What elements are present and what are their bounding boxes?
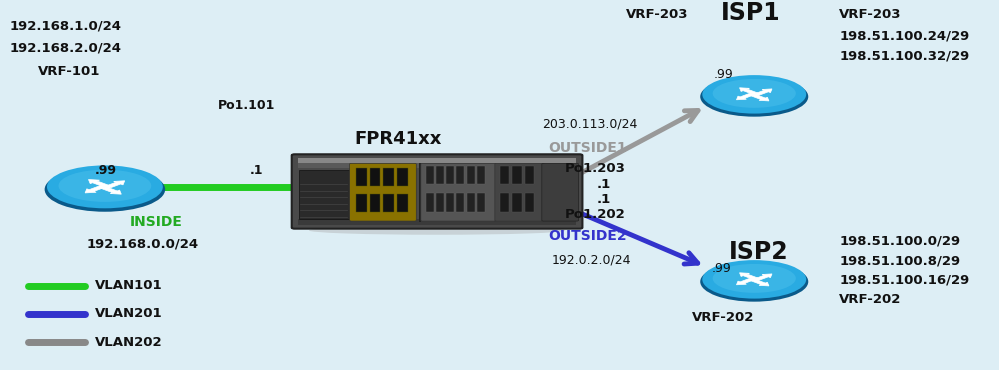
Bar xyxy=(467,165,475,184)
Polygon shape xyxy=(750,94,769,101)
Bar xyxy=(477,165,485,184)
Text: VRF-202: VRF-202 xyxy=(839,293,901,306)
Bar xyxy=(426,165,434,184)
Text: 198.51.100.24/29: 198.51.100.24/29 xyxy=(839,29,969,43)
Ellipse shape xyxy=(47,165,163,208)
Ellipse shape xyxy=(712,264,796,293)
Text: VLAN101: VLAN101 xyxy=(95,279,163,292)
Polygon shape xyxy=(753,274,772,281)
Bar xyxy=(419,161,422,222)
Ellipse shape xyxy=(712,79,796,108)
Bar xyxy=(370,194,381,212)
Polygon shape xyxy=(89,179,109,187)
Text: .1: .1 xyxy=(250,164,264,178)
Text: .99: .99 xyxy=(95,164,117,178)
Polygon shape xyxy=(736,278,755,285)
Bar xyxy=(500,165,509,184)
FancyBboxPatch shape xyxy=(541,163,578,221)
Bar xyxy=(500,193,509,212)
Text: VRF-203: VRF-203 xyxy=(626,8,689,21)
Text: ISP1: ISP1 xyxy=(721,1,781,25)
Bar xyxy=(397,194,408,212)
FancyBboxPatch shape xyxy=(292,154,582,229)
Text: 192.168.1.0/24: 192.168.1.0/24 xyxy=(10,19,122,33)
Bar xyxy=(298,158,576,163)
Polygon shape xyxy=(85,185,106,193)
Bar xyxy=(298,219,576,225)
Text: VRF-202: VRF-202 xyxy=(692,311,754,324)
Text: OUTSIDE1: OUTSIDE1 xyxy=(548,141,627,155)
Text: VRF-101: VRF-101 xyxy=(38,64,100,78)
Bar xyxy=(436,165,444,184)
Text: VLAN201: VLAN201 xyxy=(95,307,163,320)
Bar xyxy=(477,193,485,212)
Bar xyxy=(447,165,455,184)
Bar xyxy=(524,193,534,212)
Polygon shape xyxy=(739,273,758,280)
Ellipse shape xyxy=(700,262,808,302)
Text: 192.168.0.0/24: 192.168.0.0/24 xyxy=(87,238,199,251)
Text: .1: .1 xyxy=(596,192,610,206)
Text: 198.51.100.8/29: 198.51.100.8/29 xyxy=(839,254,960,268)
Ellipse shape xyxy=(45,167,165,212)
Bar xyxy=(524,165,534,184)
Ellipse shape xyxy=(309,226,565,235)
Bar xyxy=(397,168,408,186)
Ellipse shape xyxy=(702,75,806,114)
Text: 198.51.100.32/29: 198.51.100.32/29 xyxy=(839,50,969,63)
Bar xyxy=(457,165,465,184)
Ellipse shape xyxy=(700,77,808,117)
Text: .99: .99 xyxy=(711,262,731,275)
Polygon shape xyxy=(104,181,125,188)
Text: Po1.203: Po1.203 xyxy=(564,162,625,175)
Bar xyxy=(436,193,444,212)
Bar xyxy=(467,193,475,212)
Text: VLAN202: VLAN202 xyxy=(95,336,163,349)
Text: 192.168.2.0/24: 192.168.2.0/24 xyxy=(10,41,122,55)
Bar xyxy=(426,193,434,212)
Bar xyxy=(512,193,521,212)
Polygon shape xyxy=(753,89,772,96)
Bar xyxy=(512,165,521,184)
Polygon shape xyxy=(736,93,755,100)
Text: OUTSIDE2: OUTSIDE2 xyxy=(548,229,627,243)
FancyBboxPatch shape xyxy=(495,163,544,221)
Bar xyxy=(356,168,367,186)
Bar xyxy=(457,193,465,212)
Bar xyxy=(447,193,455,212)
FancyBboxPatch shape xyxy=(350,163,417,221)
Bar xyxy=(384,168,394,186)
Bar xyxy=(384,194,394,212)
Text: 192.0.2.0/24: 192.0.2.0/24 xyxy=(551,253,631,266)
Bar xyxy=(299,170,350,219)
Polygon shape xyxy=(101,186,121,194)
FancyBboxPatch shape xyxy=(421,163,496,221)
Text: ISP2: ISP2 xyxy=(729,240,789,264)
Bar xyxy=(356,194,367,212)
Bar xyxy=(298,158,576,168)
Polygon shape xyxy=(739,88,758,95)
Bar xyxy=(370,168,381,186)
Text: Po1.202: Po1.202 xyxy=(564,208,625,221)
Text: FPR41xx: FPR41xx xyxy=(354,130,442,148)
Text: INSIDE: INSIDE xyxy=(130,215,183,229)
Text: VRF-203: VRF-203 xyxy=(839,8,902,21)
Text: Po1.101: Po1.101 xyxy=(218,99,275,112)
Text: 198.51.100.0/29: 198.51.100.0/29 xyxy=(839,235,960,248)
Polygon shape xyxy=(750,279,769,286)
Ellipse shape xyxy=(59,170,151,202)
Text: .1: .1 xyxy=(596,178,610,191)
Ellipse shape xyxy=(702,260,806,299)
Text: 198.51.100.16/29: 198.51.100.16/29 xyxy=(839,274,969,287)
Text: .99: .99 xyxy=(713,67,733,81)
Text: 203.0.113.0/24: 203.0.113.0/24 xyxy=(542,117,637,131)
